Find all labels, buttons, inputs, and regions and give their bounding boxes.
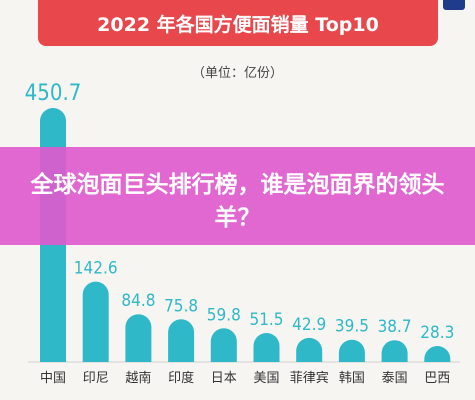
category-label: 印尼 — [83, 371, 109, 386]
bar-越南 — [125, 314, 152, 362]
bar-日本 — [210, 328, 237, 362]
headline-text: 全球泡面巨头排行榜，谁是泡面界的领头羊？ — [30, 172, 445, 231]
category-label: 日本 — [211, 371, 237, 386]
category-label: 越南 — [125, 370, 151, 386]
category-label: 印度 — [168, 370, 194, 386]
corner-decoration — [443, 0, 465, 10]
bar-美国 — [253, 332, 280, 362]
value-label: 75.8 — [164, 296, 198, 316]
category-label: 泰国 — [382, 371, 408, 386]
category-label: 美国 — [253, 371, 279, 386]
bar-菲律宾 — [296, 337, 323, 362]
headline-overlay: 全球泡面巨头排行榜，谁是泡面界的领头羊？ — [0, 147, 475, 245]
value-label: 59.8 — [207, 305, 241, 325]
bar-泰国 — [381, 340, 408, 362]
bar-韩国 — [338, 339, 365, 362]
value-label: 450.7 — [25, 81, 82, 106]
value-label: 38.7 — [378, 317, 412, 337]
value-label: 42.9 — [292, 315, 326, 335]
value-label: 51.5 — [249, 310, 283, 330]
value-label: 39.5 — [335, 317, 369, 337]
value-label: 142.6 — [74, 259, 118, 279]
bar-巴西 — [424, 346, 451, 362]
unit-note: （单位：亿份） — [191, 66, 283, 81]
category-label: 中国 — [40, 371, 66, 386]
category-label: 菲律宾 — [290, 370, 329, 386]
bar-印度 — [168, 319, 195, 362]
bar-印尼 — [82, 281, 109, 362]
category-label: 韩国 — [339, 371, 365, 386]
chart-title: 2022 年各国方便面销量 Top10 — [38, 0, 438, 46]
value-label: 28.3 — [420, 323, 454, 343]
value-label: 84.8 — [121, 291, 155, 311]
category-label: 巴西 — [424, 371, 450, 386]
